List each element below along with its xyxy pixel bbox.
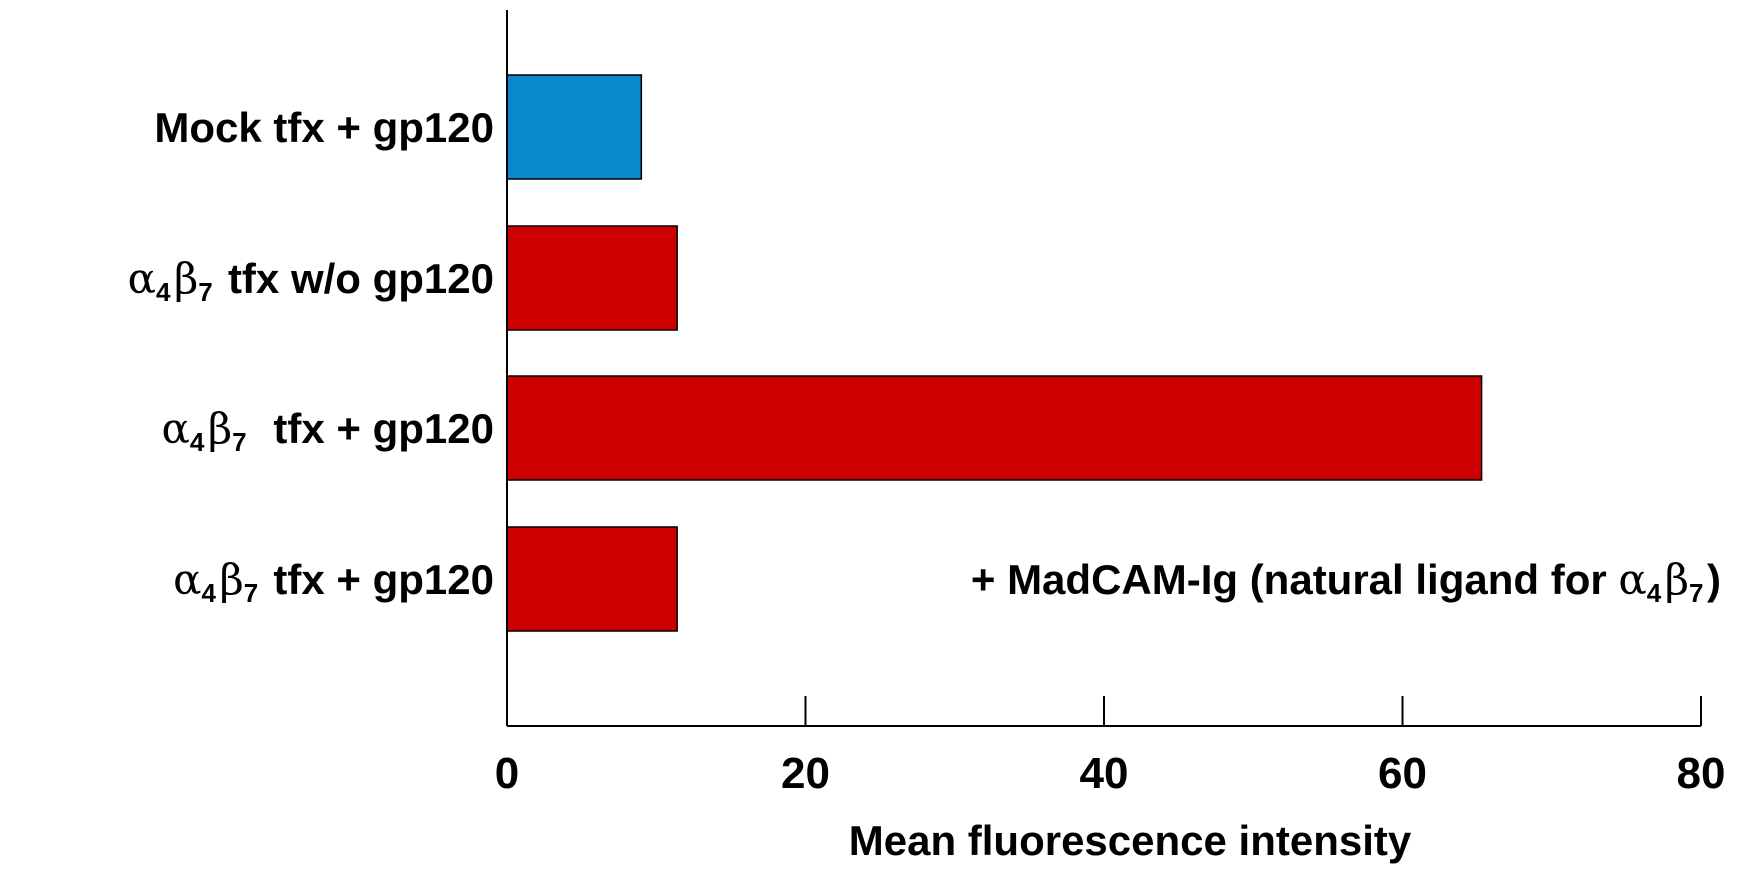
x-tick-label-4: 80 (1677, 749, 1726, 798)
x-tick-label-0: 0 (495, 749, 519, 798)
x-tick-label-2: 40 (1080, 749, 1129, 798)
category-labels-group: Mock tfx + gp120 α4 β7 tfx w/o gp120 α4 β7… (128, 104, 494, 608)
x-tick-label-3: 60 (1378, 749, 1427, 798)
x-axis-label: Mean fluorescence intensity (849, 817, 1412, 864)
bars-group (506, 74, 1483, 632)
annotations-group: + MadCAM-Ig (natural ligand for α4 β7 ) (971, 555, 1721, 608)
bar-0 (506, 74, 643, 180)
annotation-0: + MadCAM-Ig (natural ligand for α4 β7 ) (971, 555, 1721, 608)
category-label-2: α4 β7 tfx + gp120 (161, 404, 494, 457)
bar-3 (506, 526, 678, 632)
x-tick-label-1: 20 (781, 749, 830, 798)
category-label-3: α4 β7 tfx + gp120 (173, 555, 494, 608)
x-ticks-group: 0 20 40 60 80 (495, 696, 1726, 798)
category-label-0: Mock tfx + gp120 (154, 104, 494, 151)
category-label-1: α4 β7 tfx w/o gp120 (128, 254, 494, 307)
bar-1 (506, 225, 678, 331)
bar-2 (506, 375, 1483, 481)
